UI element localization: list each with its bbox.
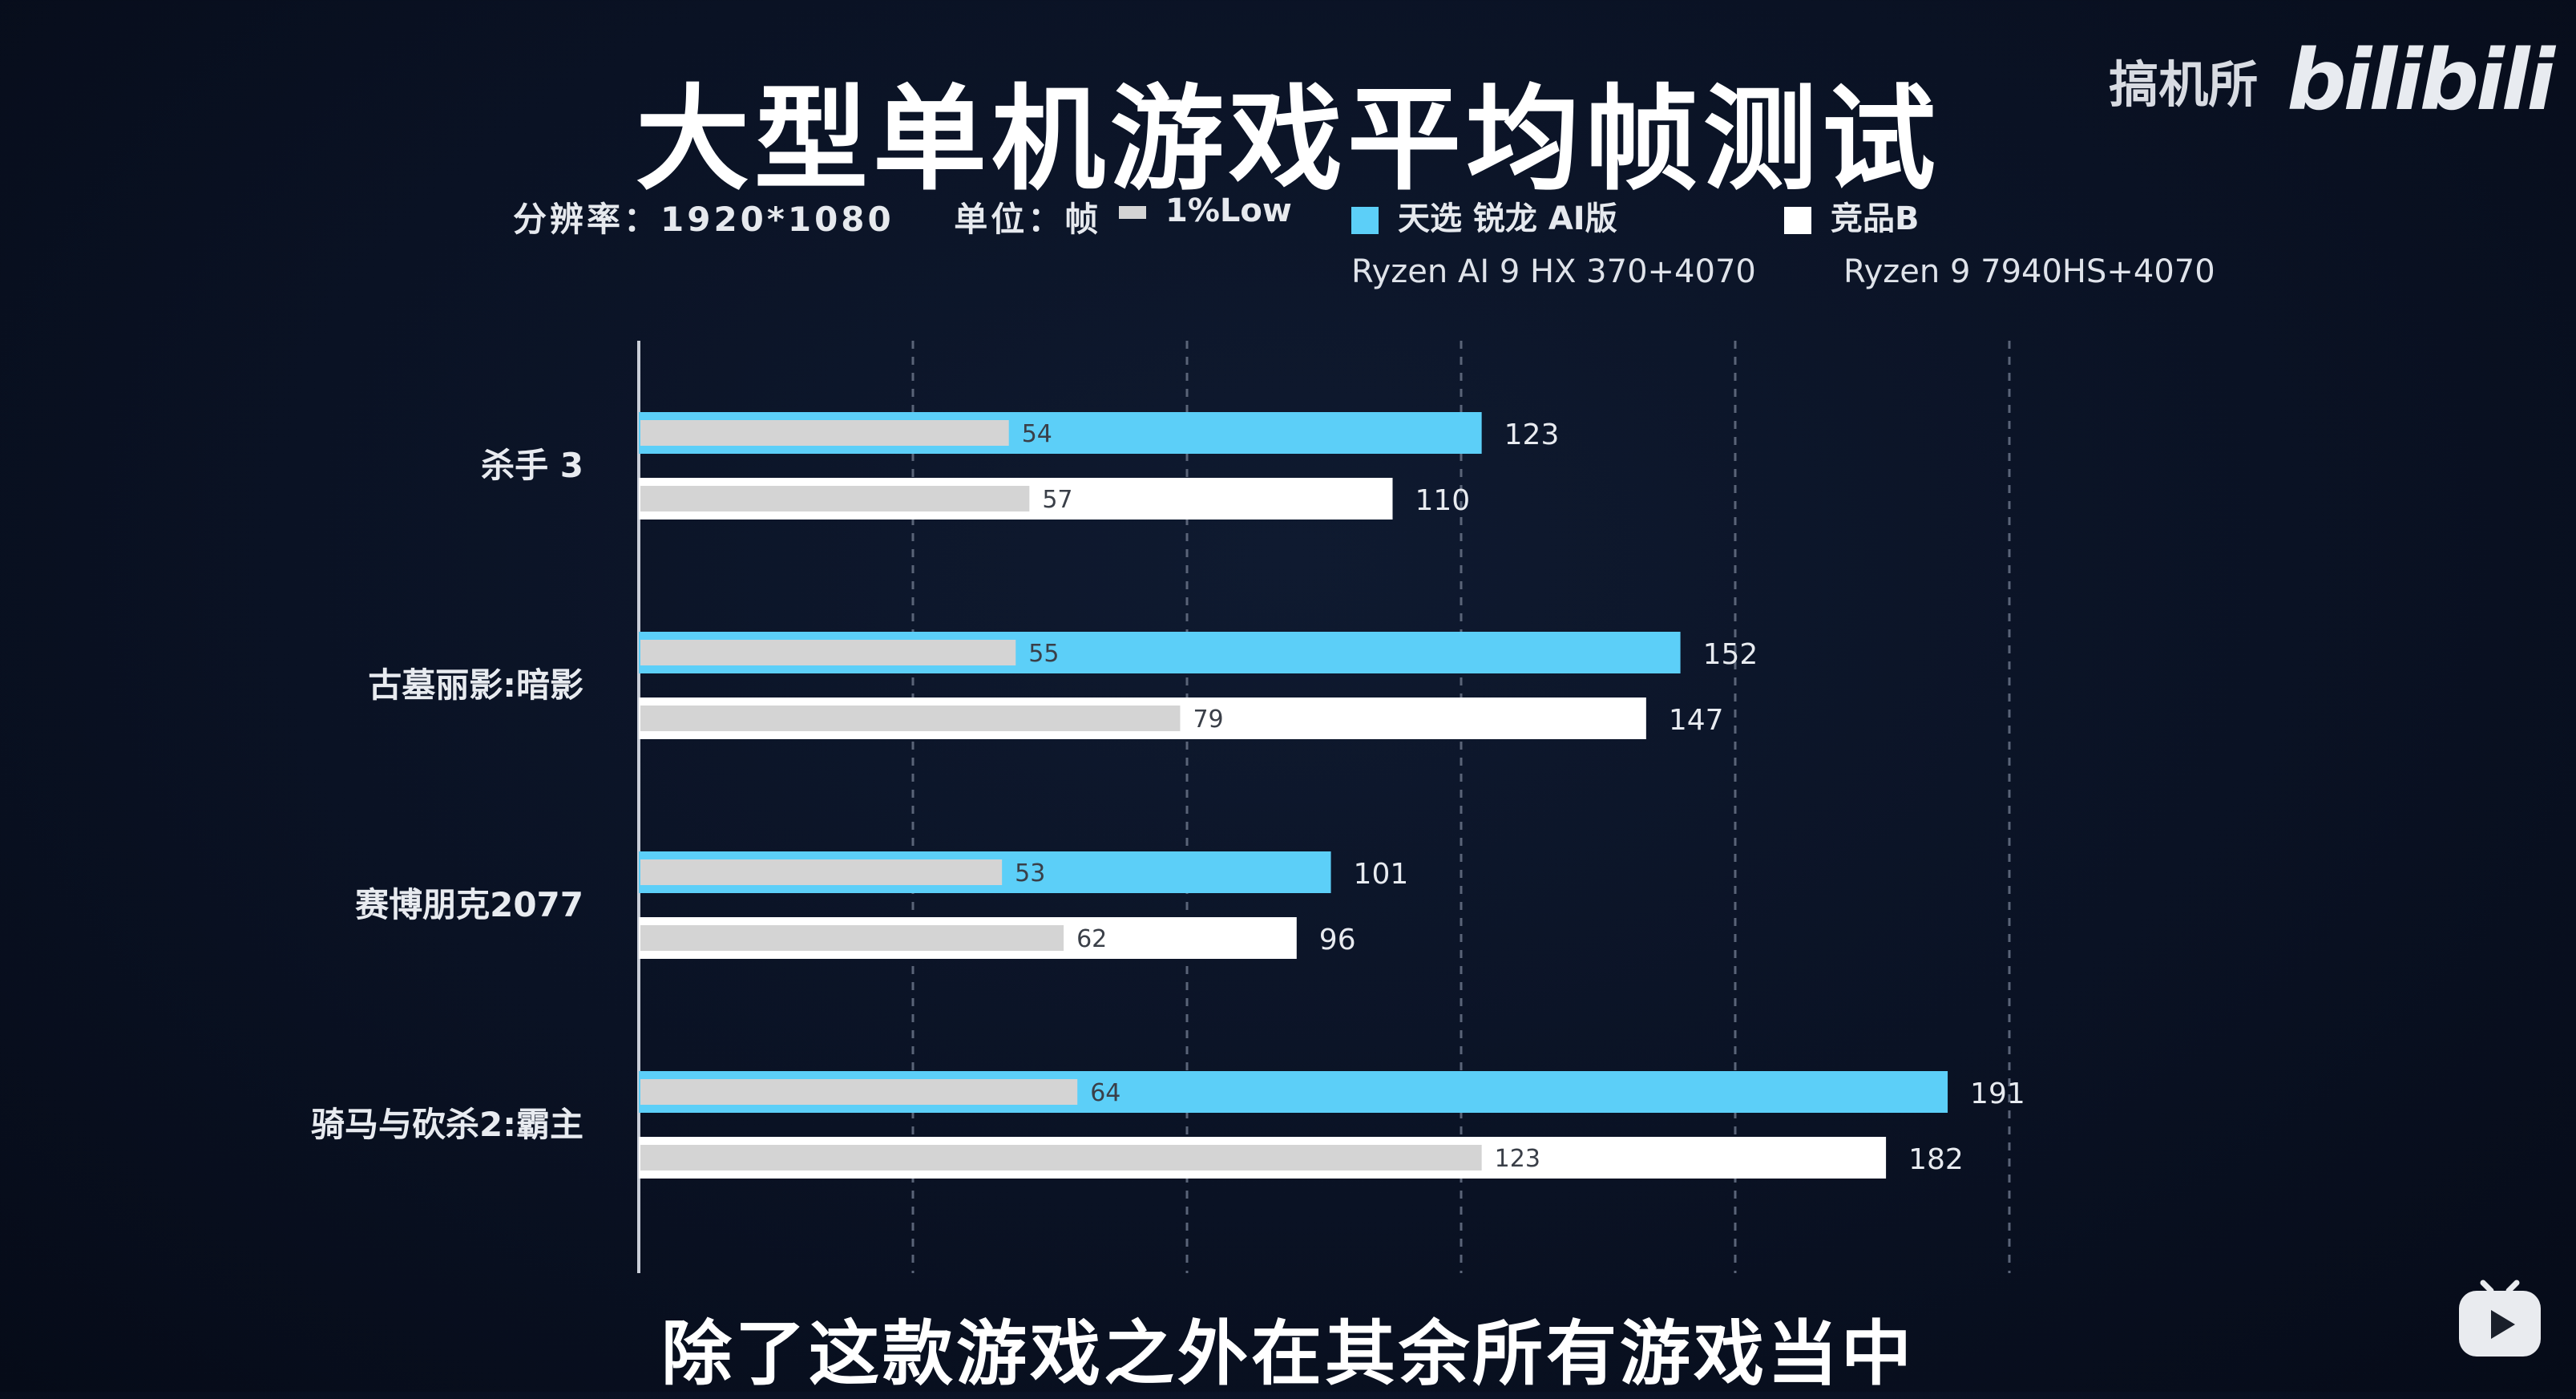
legend-item-series-a: 天选 锐龙 AI版 Ryzen AI 9 HX 370+4070: [1351, 192, 1756, 290]
bar-low: [640, 706, 1181, 731]
channel-name: 搞机所: [2109, 55, 2259, 114]
avg-value-label: 182: [1908, 1143, 1964, 1176]
category-label: 骑马与砍杀2:霸主: [311, 1105, 583, 1144]
chart-info: 分辨率：1920*1080 单位：帧: [513, 192, 1101, 241]
watermark: 搞机所 bilibili: [2109, 31, 2555, 129]
legend-label-series-b: 竞品B: [1831, 200, 1920, 237]
low-value-label: 123: [1495, 1145, 1540, 1173]
resolution-label: 分辨率：1920*1080: [513, 200, 894, 239]
bilibili-logo: bilibili: [2287, 31, 2555, 129]
category-label: 古墓丽影:暗影: [368, 665, 583, 705]
avg-value-label: 191: [1970, 1078, 2025, 1110]
legend-sub-series-b: Ryzen 9 7940HS+4070: [1843, 253, 2215, 290]
legend-swatch-series-b: [1784, 207, 1811, 234]
avg-value-label: 110: [1415, 484, 1471, 517]
bar-low: [640, 859, 1003, 885]
low-value-label: 79: [1193, 706, 1223, 734]
avg-value-label: 96: [1319, 924, 1356, 956]
legend-sub-series-a: Ryzen AI 9 HX 370+4070: [1351, 253, 1756, 290]
play-icon[interactable]: [2456, 1280, 2544, 1360]
bar-low: [640, 925, 1064, 951]
chart-title: 大型单机游戏平均帧测试: [636, 74, 1940, 206]
low-value-label: 62: [1076, 925, 1107, 953]
legend-swatch-series-a: [1351, 207, 1379, 234]
bar-low: [640, 420, 1009, 446]
legend-item-low: 1%Low: [1119, 192, 1292, 229]
bar-low: [640, 1079, 1078, 1105]
legend-swatch-low: [1119, 206, 1146, 219]
unit-label: 单位：帧: [954, 200, 1102, 239]
avg-value-label: 123: [1504, 418, 1560, 451]
video-caption: 除了这款游戏之外在其余所有游戏当中: [660, 1312, 1915, 1395]
legend-item-series-b: 竞品B Ryzen 9 7940HS+4070: [1784, 192, 2215, 290]
legend-label-series-a: 天选 锐龙 AI版: [1398, 200, 1617, 237]
avg-value-label: 152: [1703, 638, 1758, 671]
low-value-label: 54: [1022, 420, 1052, 448]
bar-low: [640, 1145, 1482, 1171]
bar-low: [640, 486, 1030, 511]
avg-value-label: 147: [1669, 704, 1724, 737]
low-value-label: 57: [1042, 486, 1072, 514]
bar-low: [640, 640, 1016, 665]
legend-label-low: 1%Low: [1165, 192, 1292, 229]
low-value-label: 53: [1015, 859, 1045, 888]
category-label: 杀手 3: [481, 446, 583, 485]
low-value-label: 64: [1090, 1079, 1120, 1107]
avg-value-label: 101: [1354, 858, 1409, 891]
category-label: 赛博朋克2077: [355, 885, 583, 924]
low-value-label: 55: [1028, 640, 1059, 668]
